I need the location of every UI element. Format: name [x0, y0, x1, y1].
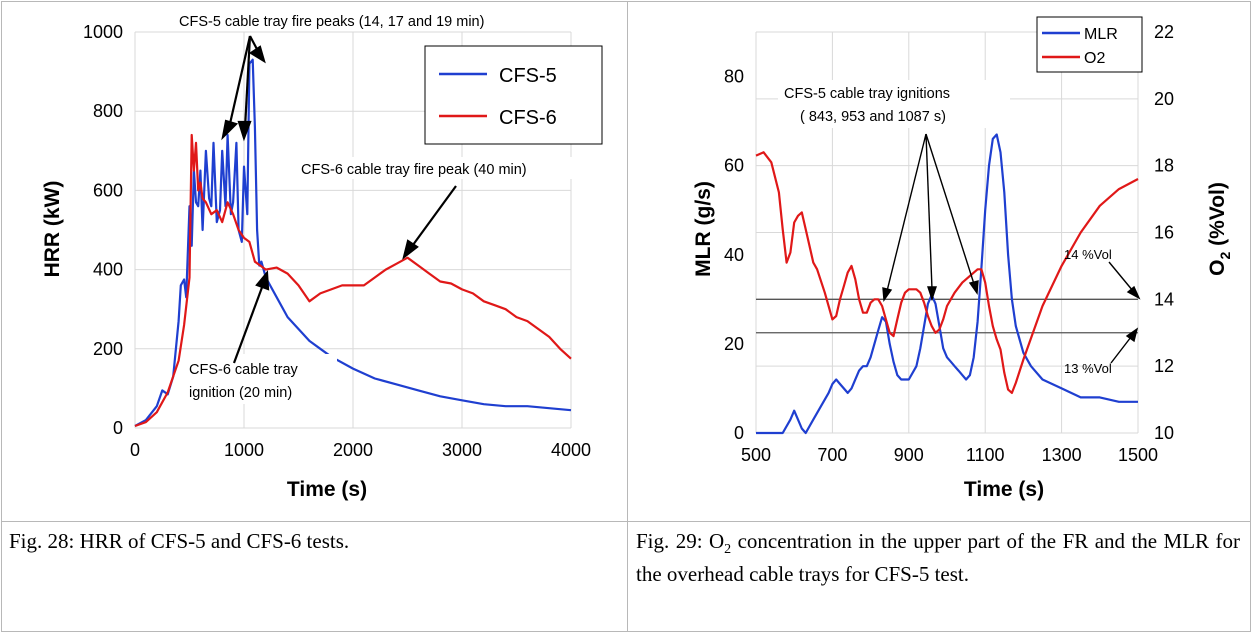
- y-tick-label: 0: [734, 423, 744, 443]
- x-tick-label: 500: [741, 445, 771, 465]
- annotation-ignitions-line2: ( 843, 953 and 1087 s): [800, 109, 946, 125]
- mlr-y-axis-label: MLR (g/s): [692, 181, 715, 277]
- x-tick-label: 0: [130, 440, 140, 460]
- y2-tick-label: 22: [1154, 22, 1174, 42]
- table-border-left: [1, 1, 2, 632]
- table-border-bottom: [1, 631, 1251, 632]
- mlr-o2-series: [755, 133, 1139, 435]
- mlr-legend: MLR O2: [1036, 16, 1143, 73]
- series-line-o2: [755, 151, 1139, 394]
- hrr-annotations: CFS-5 cable tray fire peaks (14, 17 and …: [173, 9, 605, 404]
- annotation-cfs5-peaks: CFS-5 cable tray fire peaks (14, 17 and …: [179, 14, 484, 30]
- y-tick-label: 0: [113, 418, 123, 438]
- legend-label-o2: O2: [1084, 50, 1105, 67]
- legend-label-cfs5: CFS-5: [499, 65, 557, 87]
- x-tick-label: 700: [817, 445, 847, 465]
- y2-tick-label: 10: [1154, 423, 1174, 443]
- x-tick-label: 1100: [966, 445, 1005, 465]
- hrr-series: [134, 58, 572, 428]
- y-tick-label: 20: [724, 334, 744, 354]
- x-tick-label: 2000: [333, 440, 373, 460]
- x-tick-label: 4000: [551, 440, 591, 460]
- table-border-top: [1, 1, 1251, 2]
- mlr-annotation-arrows: [882, 133, 1141, 364]
- table-border-middle: [627, 1, 628, 632]
- x-tick-label: 1300: [1042, 445, 1082, 465]
- ref-label-14: 14 %Vol: [1064, 247, 1112, 262]
- annotation-cfs6-ignition-line2: ignition (20 min): [189, 385, 292, 401]
- mlr-annotations: CFS-5 cable tray ignitions ( 843, 953 an…: [778, 80, 1112, 376]
- series-line-mlr: [756, 133, 1138, 435]
- hrr-chart: 0 1000 2000 3000 4000 0 200 400 600 800 1000 Time …: [41, 9, 605, 501]
- y2-tick-label: 14: [1154, 289, 1174, 309]
- caption-fig28: Fig. 28: HRR of CFS-5 and CFS-6 tests.: [9, 529, 350, 553]
- o2-reference-lines: [756, 298, 1138, 334]
- annotation-ignitions-line1: CFS-5 cable tray ignitions: [784, 86, 950, 102]
- y-tick-label: 80: [724, 67, 744, 87]
- x-tick-label: 900: [894, 445, 924, 465]
- series-line-cfs-5: [134, 58, 572, 427]
- annotation-cfs6-ignition-line1: CFS-6 cable tray: [189, 362, 299, 378]
- y2-tick-label: 16: [1154, 223, 1174, 243]
- legend-label-mlr: MLR: [1084, 26, 1118, 43]
- y-tick-label: 800: [93, 101, 123, 121]
- o2-y-axis-label: O2 (%Vol): [1206, 182, 1233, 276]
- x-tick-label: 1000: [224, 440, 264, 460]
- y-tick-label: 60: [724, 156, 744, 176]
- y2-tick-label: 12: [1154, 356, 1174, 376]
- y2-tick-label: 20: [1154, 89, 1174, 109]
- ref-label-13: 13 %Vol: [1064, 361, 1112, 376]
- y-tick-label: 1000: [83, 22, 123, 42]
- legend-label-cfs6: CFS-6: [499, 107, 557, 129]
- hrr-annotation-arrows: [221, 35, 457, 364]
- annotation-cfs6-peak: CFS-6 cable tray fire peak (40 min): [301, 162, 527, 178]
- hrr-y-axis-label: HRR (kW): [41, 181, 64, 278]
- x-tick-label: 3000: [442, 440, 482, 460]
- mlr-o2-ticks: 500 700 900 1100 1300 1500 0 20 40 60 80 10 12 14 16 18…: [724, 22, 1174, 465]
- caption-fig29: Fig. 29: O2 concentration in the upper p…: [636, 529, 1240, 587]
- hrr-ticks: 0 1000 2000 3000 4000 0 200 400 600 800 1000: [83, 22, 591, 460]
- table-border-right: [1250, 1, 1251, 632]
- y-tick-label: 200: [93, 339, 123, 359]
- y-tick-label: 600: [93, 180, 123, 200]
- hrr-legend: CFS-5 CFS-6: [424, 45, 603, 145]
- series-line-cfs-6: [134, 133, 572, 428]
- y-tick-label: 40: [724, 245, 744, 265]
- mlr-o2-chart: 500 700 900 1100 1300 1500 0 20 40 60 80 10 12 14 16 18…: [692, 16, 1233, 501]
- y2-tick-label: 18: [1154, 156, 1174, 176]
- hrr-x-axis-label: Time (s): [287, 478, 367, 501]
- y-tick-label: 400: [93, 260, 123, 280]
- table-border-row: [1, 521, 1251, 522]
- x-tick-label: 1500: [1118, 445, 1158, 465]
- mlr-x-axis-label: Time (s): [964, 478, 1044, 501]
